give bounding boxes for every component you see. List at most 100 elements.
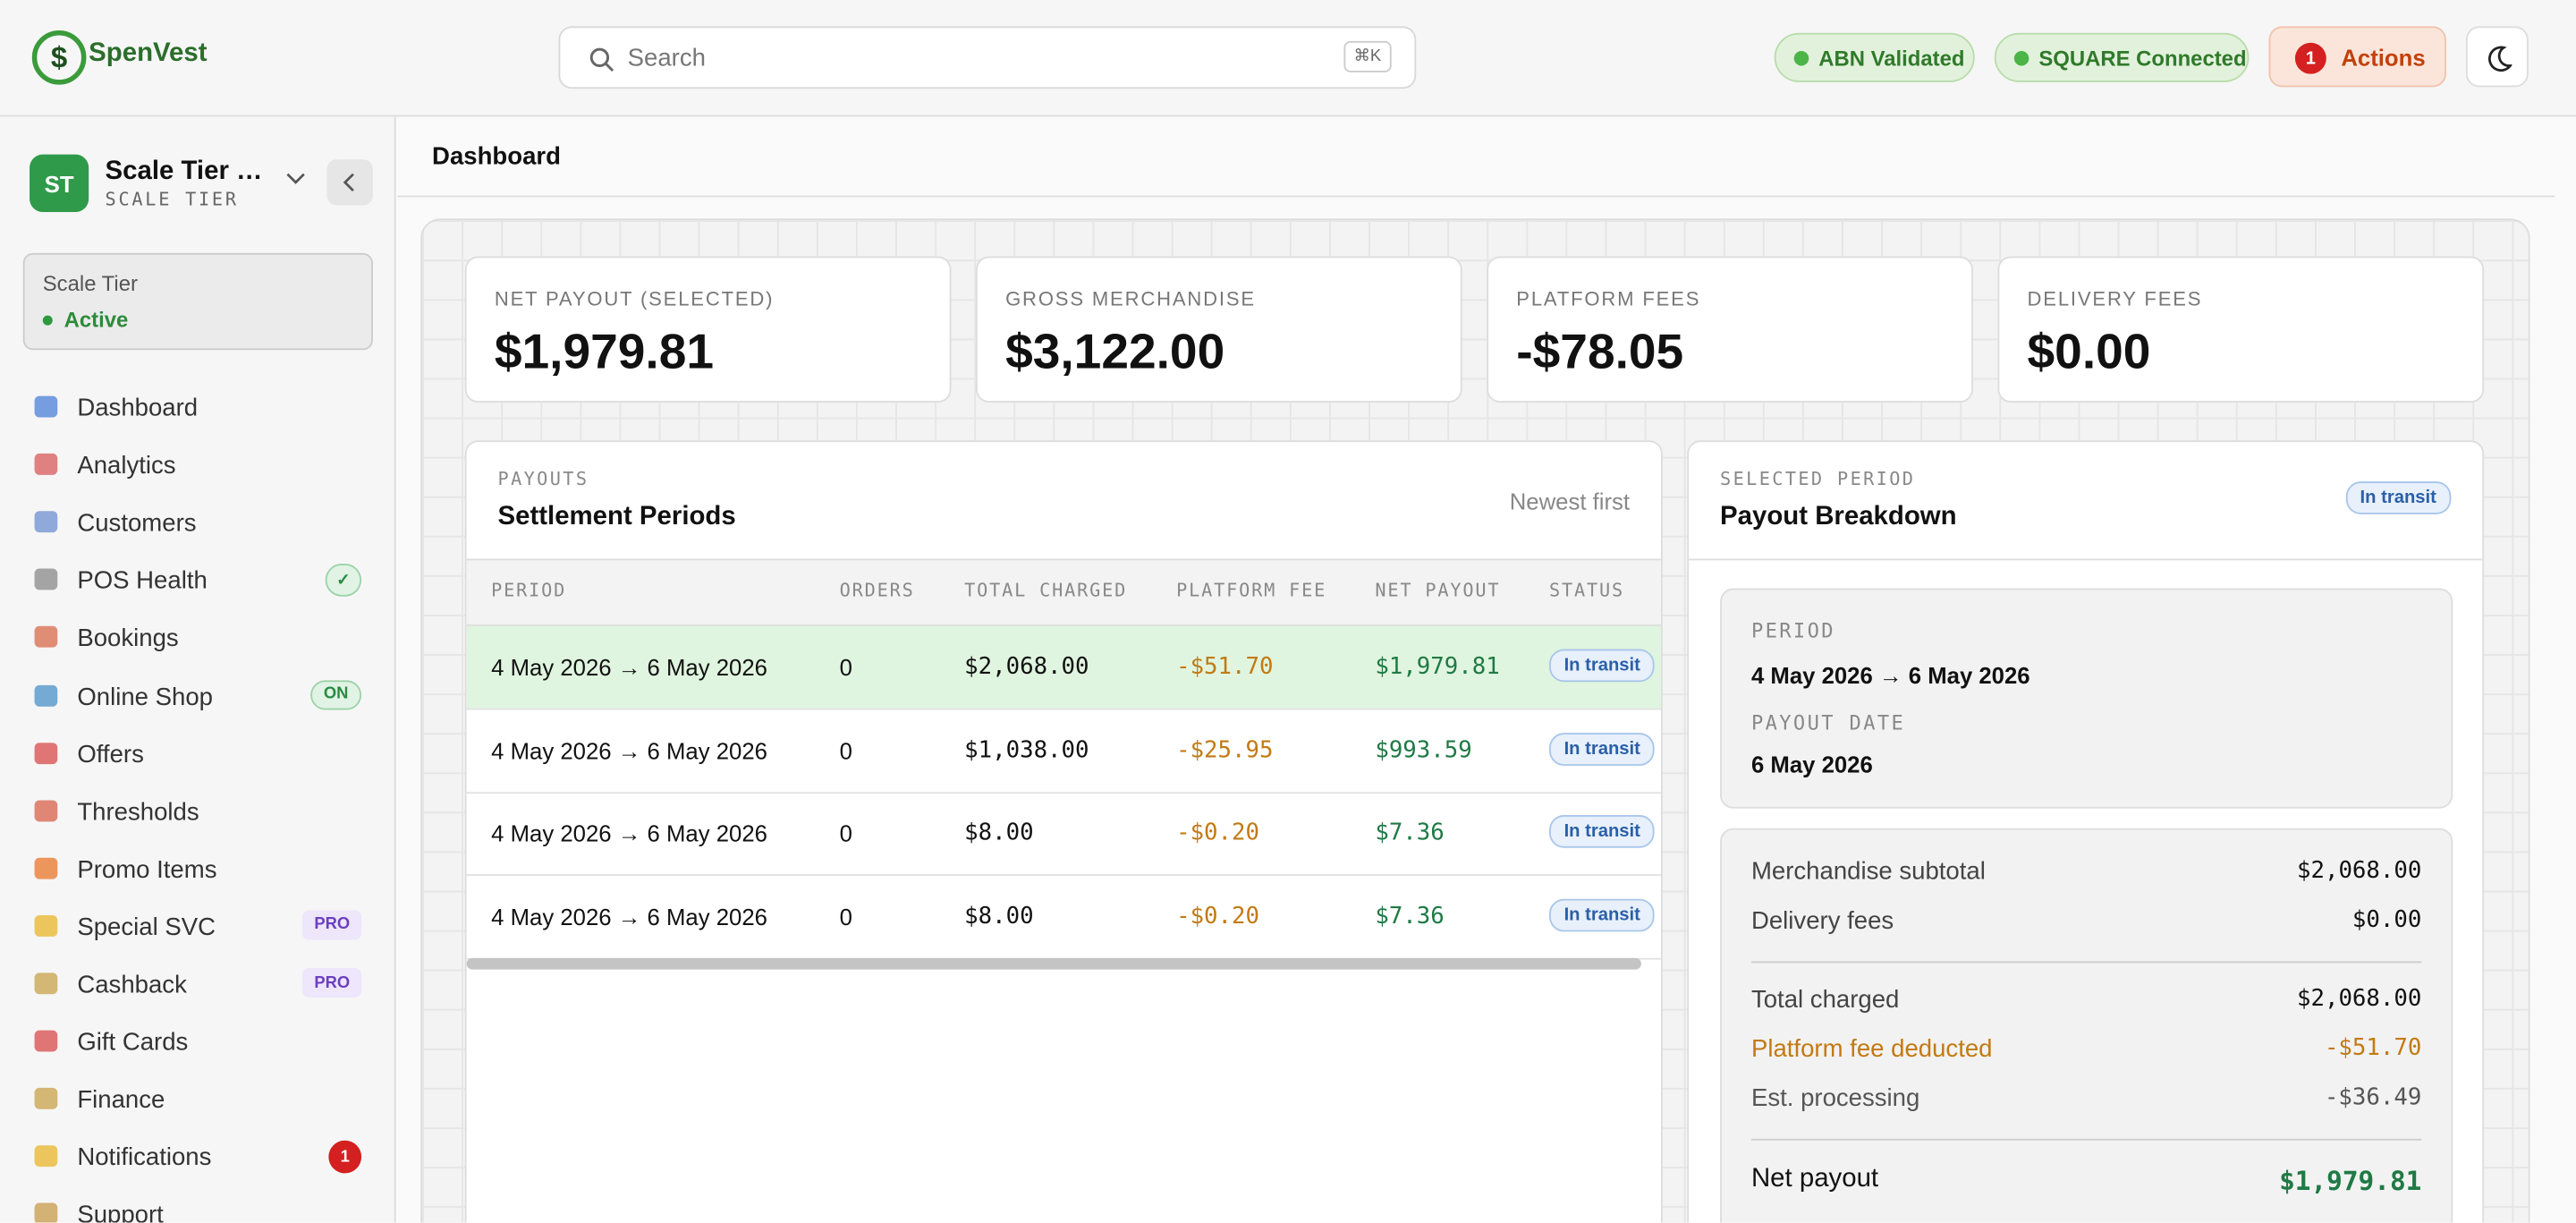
table-cell: $8.00: [964, 820, 1034, 847]
nav-badge: ✓: [325, 564, 362, 598]
nav-item[interactable]: Bookings: [0, 610, 394, 666]
column-header: PLATFORM FEE: [1176, 580, 1327, 602]
breakdown-card: SELECTED PERIOD Payout Breakdown In tran…: [1687, 440, 2485, 1223]
nav-icon: [34, 1088, 58, 1110]
collapse-icon: [343, 173, 354, 192]
status-label: Scale Tier: [42, 271, 138, 296]
sort-label[interactable]: Newest first: [1509, 488, 1631, 514]
nav-item[interactable]: Special SVC PRO: [0, 898, 394, 954]
nav-label: Analytics: [77, 452, 176, 480]
nav-label: Customers: [77, 509, 197, 538]
line-label: Est. processing: [1750, 1084, 1920, 1113]
nav-label: Online Shop: [77, 683, 213, 711]
nav-item[interactable]: Promo Items: [0, 841, 394, 896]
line-value: -$36.49: [2324, 1084, 2422, 1111]
moon-icon: [2487, 46, 2512, 72]
account-tier: SCALE TIER: [105, 189, 239, 211]
nav-icon: [34, 454, 58, 475]
nav-item[interactable]: Finance: [0, 1072, 394, 1127]
nav-icon: [34, 742, 58, 764]
nav-icon: [34, 1145, 58, 1168]
table-cell: $993.59: [1375, 737, 1472, 764]
logo-icon: $: [31, 30, 87, 85]
nav-badge: PRO: [302, 967, 362, 998]
nav-item[interactable]: Notifications 1: [0, 1129, 394, 1185]
nav-item[interactable]: Support: [0, 1187, 394, 1223]
page-title: Dashboard: [432, 142, 561, 172]
table-cell: -$0.20: [1176, 820, 1259, 847]
divider: [1750, 961, 2422, 964]
integration-badge: ABN Validated: [1774, 32, 1975, 82]
table-cell: 4 May 2026 → 6 May 2026: [491, 737, 767, 764]
actions-button[interactable]: 1 Actions: [2268, 26, 2446, 88]
nav-item[interactable]: Offers: [0, 726, 394, 781]
status-state: Active: [64, 307, 129, 333]
status-badge: In transit: [1549, 815, 1656, 849]
table-cell: 4 May 2026 → 6 May 2026: [491, 820, 767, 847]
nav-item[interactable]: Customers: [0, 495, 394, 550]
scrollbar[interactable]: [466, 957, 1641, 970]
table: PERIOD ORDERS TOTAL CHARGED PLATFORM FEE NET…: [466, 442, 1661, 1222]
nav-icon: [34, 972, 58, 995]
nav-icon: [34, 914, 58, 937]
nav-item[interactable]: Gift Cards: [0, 1014, 394, 1069]
nav-label: Offers: [77, 740, 144, 769]
account-name: Scale Tier …: [105, 157, 263, 186]
chevron[interactable]: [286, 173, 306, 186]
period-value: 4 May 2026 → 6 May 2026: [1750, 662, 2030, 689]
nav-icon: [34, 1203, 58, 1223]
nav-item[interactable]: Dashboard: [0, 379, 394, 435]
nav-item[interactable]: Analytics: [0, 437, 394, 493]
payouts-eyebrow: PAYOUTS: [497, 468, 589, 490]
status-badge: In transit: [1549, 732, 1656, 766]
status-badge: In transit: [1549, 649, 1656, 683]
nav-label: Finance: [77, 1086, 165, 1115]
badge-label: ABN Validated: [1818, 46, 1965, 71]
nav-label: Support: [77, 1202, 164, 1223]
table-cell: $1,038.00: [964, 737, 1089, 764]
nav-label: Cashback: [77, 971, 187, 999]
search-box[interactable]: Search ⌘K: [558, 26, 1417, 89]
breakdown-eyebrow: SELECTED PERIOD: [1720, 468, 1916, 490]
period-label: PERIOD: [1750, 619, 1835, 643]
kpi-card: DELIVERY FEES $0.00: [1997, 256, 2485, 403]
search-shortcut: ⌘K: [1343, 40, 1392, 72]
status-badge: In transit: [2345, 481, 2452, 514]
theme-toggle[interactable]: [2465, 26, 2529, 88]
table-cell: 4 May 2026 → 6 May 2026: [491, 654, 767, 681]
nav-item[interactable]: Cashback PRO: [0, 956, 394, 1012]
nav-icon: [34, 395, 58, 418]
table-row[interactable]: 4 May 2026 → 6 May 2026 0 $2,068.00 -$51.70…: [466, 625, 1661, 710]
lines-box: Merchandise subtotal $2,068.00 Delivery fe…: [1720, 828, 2453, 1223]
payouts-card: PAYOUTS Settlement Periods Newest first …: [464, 440, 1663, 1223]
table-row[interactable]: 4 May 2026 → 6 May 2026 0 $8.00 -$0.20 $7.36…: [466, 793, 1661, 877]
kpi-value: $3,122.00: [1005, 325, 1225, 380]
nav-icon: [34, 1030, 58, 1052]
table-row[interactable]: 4 May 2026 → 6 May 2026 0 $1,038.00 -$25.95…: [466, 709, 1661, 794]
line-value: $2,068.00: [2297, 986, 2422, 1013]
nav-item[interactable]: Online Shop ON: [0, 668, 394, 724]
net-value: $1,979.81: [2279, 1165, 2422, 1197]
nav-label: Gift Cards: [77, 1028, 189, 1057]
nav-badge: ON: [310, 679, 362, 709]
collapse-button[interactable]: [326, 159, 373, 206]
nav-label: Notifications: [77, 1143, 212, 1173]
table-row[interactable]: 4 May 2026 → 6 May 2026 0 $8.00 -$0.20 $7.36…: [466, 876, 1661, 960]
nav-icon: [34, 799, 58, 821]
nav-item[interactable]: POS Health ✓: [0, 553, 394, 608]
nav-badge: PRO: [302, 910, 362, 940]
line-label: Platform fee deducted: [1750, 1035, 1993, 1064]
kpi-card: NET PAYOUT (SELECTED) $1,979.81: [464, 256, 952, 403]
breakdown-title: Payout Breakdown: [1720, 503, 1957, 531]
payouts-title: Settlement Periods: [497, 503, 736, 531]
column-header: ORDERS: [839, 580, 915, 602]
top-bar: $ SpenVest Search ⌘K ABN Validated SQUARE…: [0, 0, 2576, 117]
divider: [1750, 1138, 2422, 1141]
integration-badge: SQUARE Connected: [1994, 32, 2250, 82]
brand: SpenVest: [89, 39, 208, 68]
line-value: $0.00: [2351, 906, 2422, 934]
kpi-value: $1,979.81: [494, 325, 715, 380]
nav-item[interactable]: Thresholds: [0, 784, 394, 839]
table-cell: $2,068.00: [964, 654, 1089, 681]
